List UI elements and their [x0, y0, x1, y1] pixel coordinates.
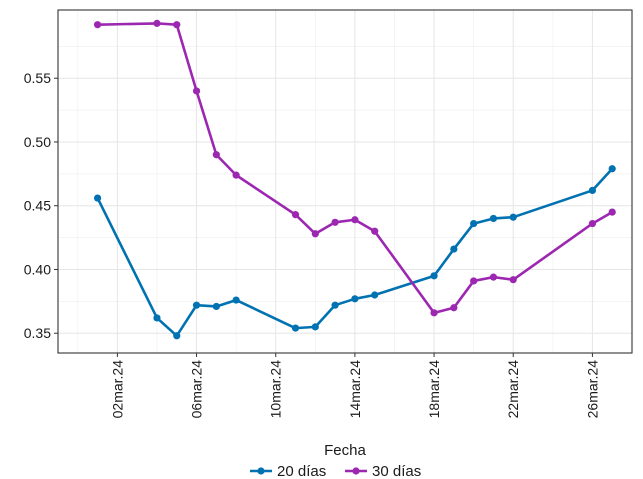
data-point	[489, 214, 498, 223]
data-point	[470, 219, 478, 228]
data-point	[470, 277, 478, 285]
data-point	[371, 291, 379, 299]
x-tick-label: 26mar.24	[584, 360, 600, 419]
data-point	[351, 295, 359, 303]
x-tick-label: 06mar.24	[189, 360, 205, 419]
series-2	[93, 19, 616, 317]
data-point	[588, 219, 597, 228]
x-tick-label: 18mar.24	[426, 360, 442, 419]
data-point	[608, 208, 616, 216]
data-point	[291, 211, 300, 219]
grid	[58, 10, 632, 353]
data-point	[430, 272, 438, 280]
x-tick-label: 22mar.24	[505, 360, 521, 419]
data-point	[450, 304, 458, 312]
data-point	[232, 296, 240, 304]
panel-border	[57, 9, 633, 354]
data-point	[331, 301, 339, 309]
legend-label: 30 días	[372, 463, 421, 479]
series-1	[93, 165, 616, 340]
legend: 20 días 30 días	[250, 463, 421, 479]
data-point	[173, 21, 181, 29]
series-layer	[93, 19, 616, 340]
legend-item: 20 días	[250, 463, 326, 479]
legend-label: 20 días	[277, 463, 326, 479]
data-point	[232, 171, 240, 179]
data-point	[173, 332, 181, 340]
y-tick-label: 0.50	[24, 134, 51, 150]
data-point	[489, 273, 498, 281]
legend-item: 30 días	[345, 463, 421, 479]
data-point	[608, 165, 616, 173]
data-point	[212, 151, 220, 159]
data-point	[192, 301, 201, 309]
data-point	[212, 302, 220, 311]
data-point	[153, 314, 161, 322]
x-axis: 02mar.24 06mar.24 10mar.24 14mar.24 18mar.24…	[109, 353, 600, 418]
data-point	[311, 323, 319, 331]
data-point	[93, 21, 102, 29]
data-point	[311, 230, 319, 238]
data-point	[371, 227, 379, 235]
data-point	[588, 186, 597, 195]
y-tick-label: 0.55	[24, 70, 51, 86]
data-point	[450, 245, 458, 253]
legend-key-point	[257, 467, 265, 475]
data-point	[331, 218, 339, 226]
data-point	[509, 276, 517, 284]
x-tick-label: 14mar.24	[347, 360, 363, 419]
legend-key-point	[352, 467, 360, 475]
data-point	[430, 309, 438, 317]
y-axis: 0.35 0.40 0.45 0.50 0.55	[24, 70, 58, 341]
y-tick-label: 0.40	[24, 261, 51, 277]
data-point	[153, 19, 161, 27]
data-point	[291, 324, 300, 332]
data-point	[192, 87, 201, 95]
data-point	[509, 213, 517, 221]
x-tick-label: 10mar.24	[268, 360, 284, 419]
y-tick-label: 0.35	[24, 325, 51, 341]
x-axis-title: Fecha	[324, 442, 366, 459]
data-point	[93, 194, 102, 202]
data-point	[351, 216, 359, 224]
y-tick-label: 0.45	[24, 198, 51, 214]
x-tick-label: 02mar.24	[109, 360, 125, 419]
